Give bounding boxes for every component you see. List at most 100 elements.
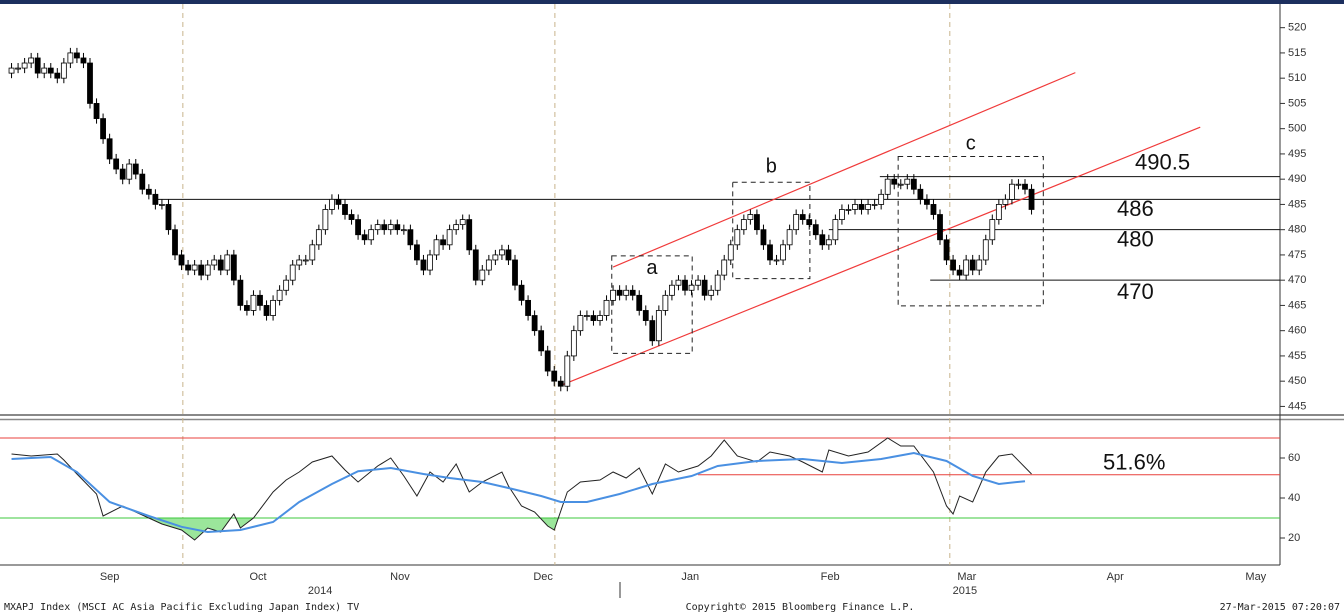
y-tick-label: 490 (1288, 173, 1306, 185)
y-tick-label: 505 (1288, 97, 1306, 109)
candle-body (747, 214, 754, 220)
y-tick-label: 445 (1288, 400, 1306, 412)
candle-body (296, 259, 303, 266)
candle-body (433, 239, 440, 256)
footer-right: 27-Mar-2015 07:20:07 (1220, 602, 1340, 613)
candle-body (963, 259, 970, 276)
candle-body (767, 244, 773, 261)
wave-box (732, 181, 811, 280)
candle-body (845, 209, 852, 211)
candle-body (54, 72, 61, 79)
x-tick-label: May (1245, 571, 1266, 583)
candle-body (302, 259, 309, 262)
candle-body (655, 310, 662, 342)
candle-body (976, 259, 983, 271)
candle-body (839, 209, 845, 220)
y-tick-label: 455 (1288, 350, 1306, 362)
candle-body (342, 204, 348, 215)
candle-body (688, 284, 695, 291)
candle-body (897, 183, 904, 186)
candle-body (381, 224, 388, 231)
candle-body (368, 229, 375, 241)
candle-body (446, 229, 453, 246)
candle-body (499, 249, 505, 256)
candle-body (93, 103, 100, 119)
candle-body (512, 259, 518, 286)
candle-body (773, 259, 780, 262)
candle-body (584, 315, 590, 317)
candle-body (557, 380, 564, 387)
candle-body (289, 264, 296, 281)
x-tick-label: Oct (249, 571, 266, 583)
candle-body (924, 198, 930, 205)
candle-body (1015, 183, 1022, 186)
candle-body (623, 289, 630, 296)
candle-body (780, 244, 786, 261)
candle-body (387, 224, 394, 231)
candle-body (67, 52, 74, 64)
candle-body (695, 279, 701, 286)
candle-body (937, 214, 943, 241)
candle-body (525, 299, 531, 316)
candle-body (41, 67, 48, 74)
candle-body (178, 254, 185, 266)
y-tick-label: 460 (1288, 325, 1306, 337)
candle-body (15, 67, 21, 70)
candle-body (479, 269, 486, 281)
candle-body (505, 249, 512, 261)
candle-body (198, 264, 205, 276)
candle-body (812, 224, 819, 236)
candle-body (8, 67, 15, 74)
level-label: 470 (1117, 279, 1154, 304)
x-tick-label: Apr (1107, 571, 1124, 583)
candle-body (616, 289, 623, 296)
candle-body (270, 299, 276, 316)
oversold-fill (11, 518, 1032, 540)
candle-body (348, 214, 355, 220)
candle-body (315, 229, 322, 246)
wave-box (897, 155, 1044, 307)
candle-body (139, 173, 146, 190)
y-tick-label: 520 (1288, 22, 1306, 34)
candle-body (34, 57, 41, 74)
candle-body (172, 229, 178, 256)
candle-body (427, 254, 433, 271)
candle-body (760, 229, 767, 246)
candle-body (414, 244, 420, 261)
candle-body (544, 350, 551, 372)
y-tick-label: 480 (1288, 224, 1306, 236)
candle-body (257, 294, 263, 306)
candle-body (642, 310, 649, 321)
candle-body (910, 178, 917, 190)
candle-body (930, 204, 937, 215)
candle-body (1009, 183, 1015, 200)
candle-body (904, 178, 911, 185)
indicator-line (11, 437, 1032, 541)
candle-body (250, 294, 257, 311)
candle-body (969, 259, 976, 271)
candle-body (989, 219, 996, 241)
candle-body (1002, 198, 1009, 205)
y-tick-label: 20 (1288, 532, 1300, 544)
candle-body (394, 224, 401, 231)
candle-body (819, 234, 826, 246)
candle-body (734, 229, 741, 246)
footer-center: Copyright© 2015 Bloomberg Finance L.P. (686, 602, 915, 613)
candle-body (564, 355, 571, 387)
candle-body (531, 315, 538, 332)
candle-body (577, 315, 584, 332)
candle-body (492, 254, 499, 261)
footer-left: MXAPJ Index (MSCI AC Asia Pacific Exclud… (4, 602, 359, 613)
candle-body (799, 214, 806, 220)
candle-body (629, 289, 636, 296)
candle-body (361, 234, 368, 241)
candle-body (185, 264, 191, 271)
candle-body (701, 279, 708, 296)
candle-body (518, 284, 525, 301)
wave-label: a (646, 257, 658, 279)
candle-body (675, 279, 682, 286)
candle-body (950, 259, 956, 271)
x-tick-label: Jan (681, 571, 699, 583)
candle-body (485, 259, 492, 271)
channel-line (559, 126, 1201, 387)
